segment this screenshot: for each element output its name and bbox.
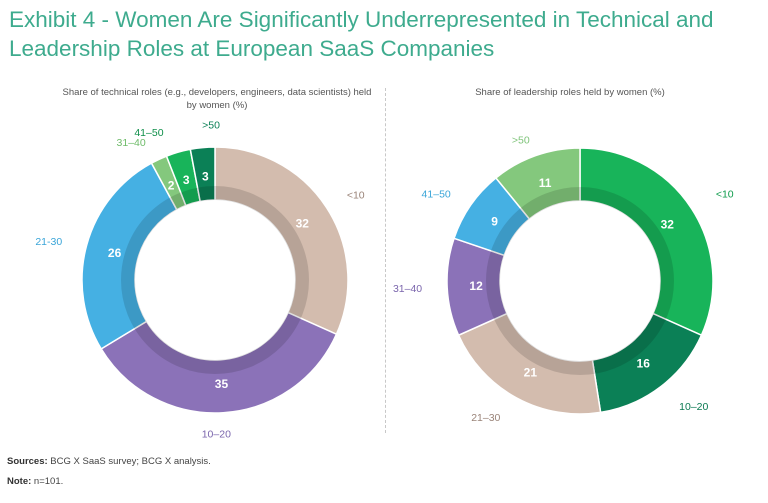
note-text: n=101.: [31, 476, 64, 487]
technical-value-41-50: 3: [183, 173, 190, 187]
leadership-value-10-20: 16: [637, 357, 651, 371]
leadership-donut: 32 <10 16 10–20 21 21–30 12 31–40 9 41–50 11 >50: [393, 135, 734, 424]
technical-inner-shade-ring: [121, 186, 309, 374]
technical-slice-lt10: [214, 146, 349, 336]
sources-note: Sources: BCG X SaaS survey; BCG X analys…: [7, 456, 211, 467]
leadership-label-41-50: 41–50: [422, 188, 451, 200]
technical-label-41-50: 41–50: [134, 127, 163, 139]
sources-label: Sources:: [7, 456, 48, 467]
leadership-value-41-50: 9: [491, 215, 498, 229]
technical-value-31-40: 2: [168, 179, 175, 193]
leadership-value-31-40: 12: [469, 279, 483, 293]
note-label: Note:: [7, 476, 32, 487]
leadership-slice-lt10: [579, 147, 714, 337]
technical-slice-21-30: [81, 162, 178, 350]
leadership-value-21-30: 21: [524, 365, 538, 379]
leadership-label-lt10: <10: [716, 188, 734, 200]
leadership-value-gt50: 11: [539, 176, 552, 190]
technical-label-gt50: >50: [202, 120, 220, 132]
leadership-value-lt10: 32: [661, 217, 675, 231]
leadership-label-31-40: 31–40: [393, 283, 422, 295]
technical-slice-10-20: [100, 311, 338, 414]
technical-donut: 32 <10 35 10–20 26 21-30 2 31–40 3 41–50 3 >50: [35, 120, 364, 441]
technical-donut-hole: [135, 200, 295, 360]
leadership-label-gt50: >50: [512, 135, 530, 147]
leadership-donut-hole: [500, 201, 660, 361]
sample-note: Note: n=101.: [7, 476, 63, 487]
leadership-slice-gt50: [494, 147, 581, 221]
exhibit-title: Exhibit 4 - Women Are Significantly Unde…: [9, 7, 714, 61]
technical-value-10-20: 35: [215, 377, 229, 391]
technical-value-gt50: 3: [202, 169, 209, 183]
technical-label-10-20: 10–20: [202, 429, 231, 441]
leadership-roles-subtitle: Share of leadership roles held by women …: [475, 87, 665, 98]
technical-value-21-30: 26: [108, 246, 122, 260]
technical-roles-subtitle: Share of technical roles (e.g., develope…: [62, 87, 372, 111]
sources-text: BCG X SaaS survey; BCG X analysis.: [47, 456, 211, 467]
technical-value-lt10: 32: [296, 216, 310, 230]
technical-label-21-30: 21-30: [35, 236, 62, 248]
leadership-label-10-20: 10–20: [679, 401, 708, 413]
chart-divider: [385, 88, 386, 433]
leadership-inner-shade-ring: [486, 187, 674, 375]
technical-label-31-40: 31–40: [117, 137, 146, 149]
leadership-label-21-30: 21–30: [471, 412, 500, 424]
technical-slice-gt50: [189, 146, 216, 203]
technical-label-lt10: <10: [347, 189, 365, 201]
